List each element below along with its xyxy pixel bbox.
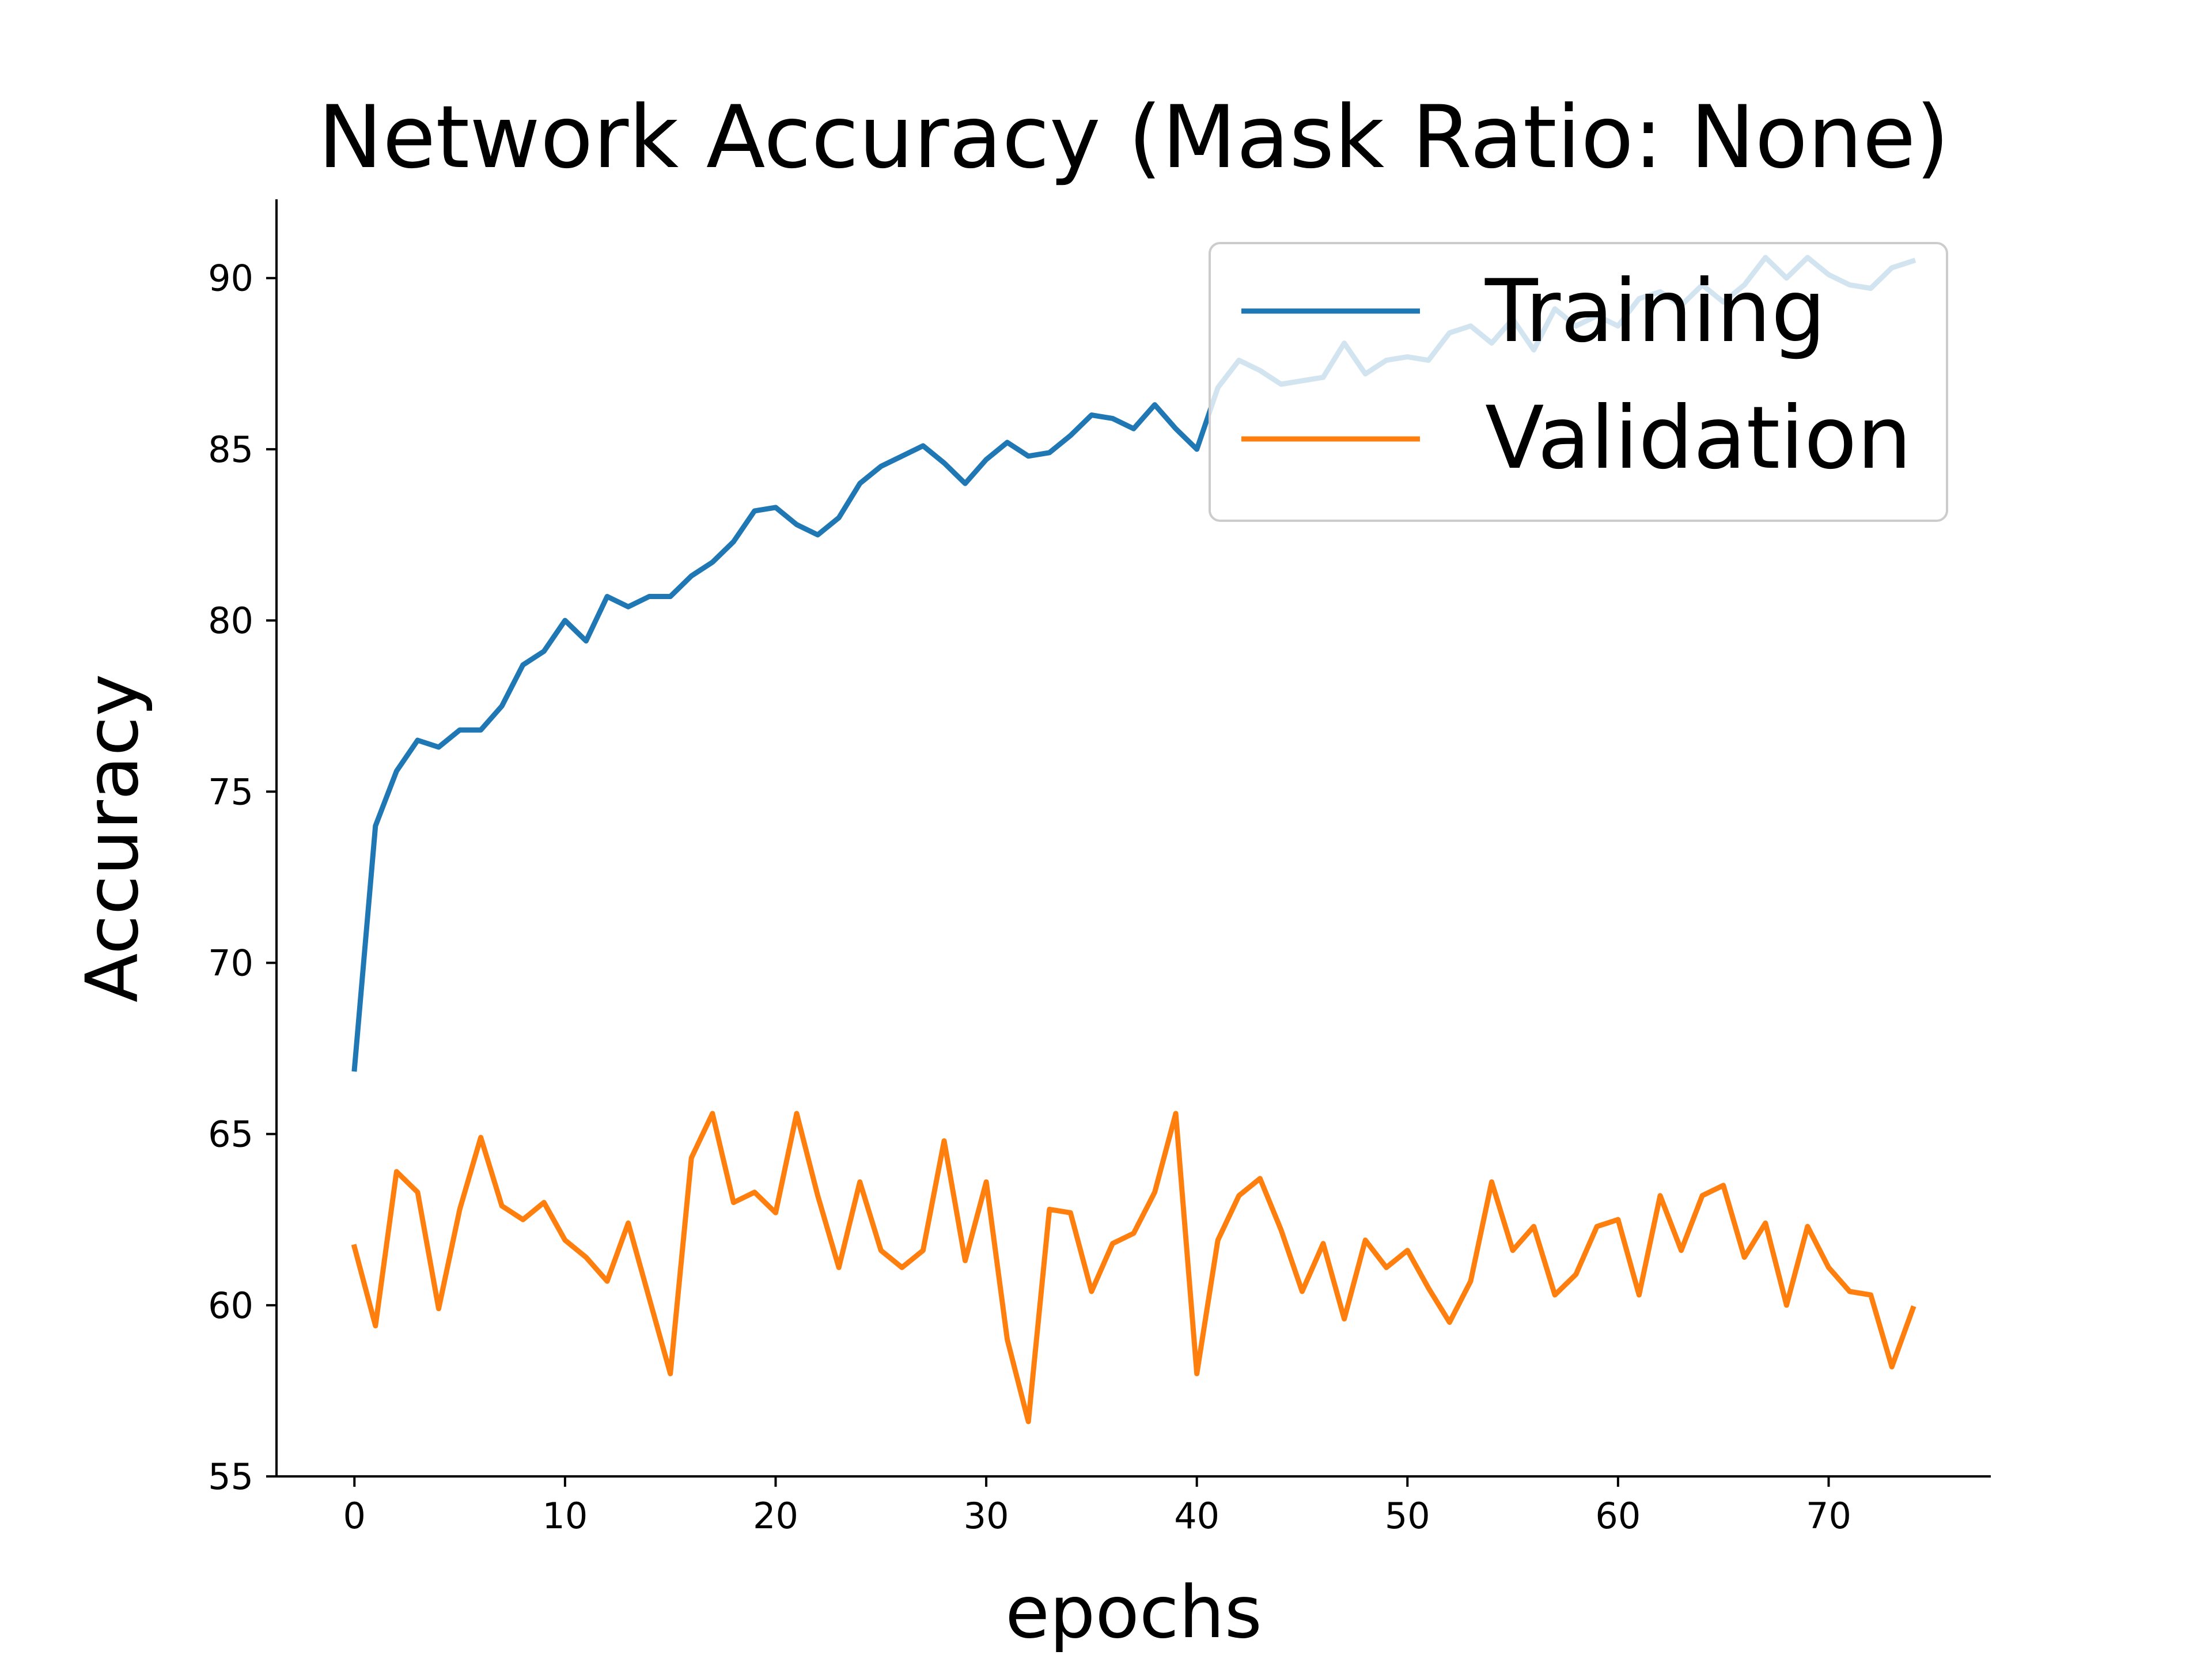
y-tick-label: 85 xyxy=(208,429,253,471)
series-line-validation xyxy=(351,1111,1916,1425)
x-tick-label: 40 xyxy=(1174,1495,1219,1537)
y-tick-label: 60 xyxy=(208,1285,253,1327)
y-axis-label: Accuracy xyxy=(71,674,154,1003)
y-tick-label: 90 xyxy=(208,257,253,300)
legend-label-training: Training xyxy=(1484,262,1826,362)
x-tick-label: 0 xyxy=(343,1495,366,1537)
y-ticks: 55 60 65 70 75 80 85 90 xyxy=(208,257,276,1498)
y-tick-label: 80 xyxy=(208,600,253,642)
x-tick-label: 10 xyxy=(542,1495,588,1537)
legend-label-validation: Validation xyxy=(1485,388,1912,488)
x-tick-label: 50 xyxy=(1385,1495,1430,1537)
x-tick-label: 60 xyxy=(1595,1495,1641,1537)
y-tick-label: 55 xyxy=(208,1456,253,1498)
y-tick-label: 70 xyxy=(208,942,253,984)
x-axis-label: epochs xyxy=(1005,1571,1262,1654)
x-tick-label: 70 xyxy=(1806,1495,1851,1537)
x-tick-label: 20 xyxy=(753,1495,798,1537)
chart-title: Network Accuracy (Mask Ratio: None) xyxy=(318,88,1949,188)
legend: Training Validation xyxy=(1209,242,1948,522)
x-ticks: 0 10 20 30 40 50 60 70 xyxy=(343,1476,1851,1537)
x-tick-label: 30 xyxy=(964,1495,1009,1537)
y-tick-label: 65 xyxy=(208,1113,253,1156)
y-tick-label: 75 xyxy=(208,771,253,813)
